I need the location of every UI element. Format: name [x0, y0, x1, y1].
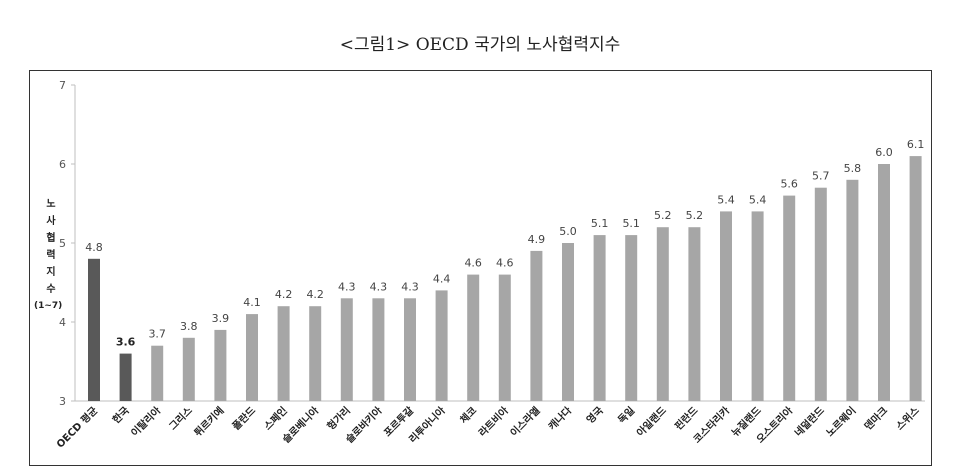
category-label: 캐나다 — [545, 403, 574, 432]
bar-11 — [435, 290, 448, 401]
y-tick-label: 3 — [59, 395, 66, 408]
chart-frame — [29, 70, 932, 466]
category-label: 튀르키예 — [191, 404, 226, 439]
bar-26 — [909, 156, 922, 401]
y-axis-label-char: 노 — [46, 199, 56, 210]
category-label: OECD 평균 — [54, 404, 101, 451]
category-label: 헝가리 — [324, 404, 353, 433]
bar-22 — [783, 195, 796, 401]
value-label: 5.0 — [559, 225, 577, 238]
value-label: 4.9 — [528, 233, 546, 246]
category-label: 독일 — [615, 404, 637, 426]
value-label: 5.4 — [749, 193, 767, 206]
category-label: 이스라엘 — [507, 404, 542, 439]
value-label: 5.1 — [622, 217, 640, 230]
y-axis-label-char: 사 — [46, 216, 56, 227]
bar-13 — [498, 274, 511, 401]
value-label: 4.3 — [401, 280, 419, 293]
value-label: 5.6 — [780, 178, 798, 191]
bar-18 — [656, 227, 669, 401]
value-label: 5.2 — [686, 209, 704, 222]
value-label: 5.1 — [591, 217, 609, 230]
category-label: 네덜란드 — [792, 404, 827, 439]
bar-1 — [119, 353, 132, 401]
bar-3 — [182, 337, 195, 401]
category-label: 이탈리아 — [128, 403, 164, 439]
bar-16 — [593, 235, 606, 401]
y-axis-label-char: 수 — [46, 284, 56, 295]
bar-21 — [751, 211, 764, 401]
value-label: 5.2 — [654, 209, 672, 222]
bar-6 — [277, 306, 290, 401]
value-label: 5.4 — [717, 193, 735, 206]
value-label: 5.8 — [844, 162, 862, 175]
category-label: 스위스 — [893, 404, 922, 433]
bar-7 — [309, 306, 322, 401]
value-label: 4.6 — [496, 257, 514, 270]
bar-5 — [246, 314, 258, 401]
value-label: 3.9 — [212, 312, 230, 325]
y-tick-label: 6 — [59, 158, 66, 171]
category-label: 영국 — [584, 404, 606, 426]
category-label: 노르웨이 — [823, 404, 858, 439]
y-axis-label-char: 지 — [46, 267, 56, 278]
bar-12 — [467, 274, 480, 401]
bar-14 — [530, 250, 543, 401]
bar-15 — [562, 243, 574, 401]
y-tick-label: 7 — [59, 79, 66, 92]
y-axis-unit: (1~7) — [34, 301, 63, 311]
y-axis-label-char: 력 — [46, 250, 56, 261]
category-label: 한국 — [110, 405, 132, 427]
value-label: 6.0 — [875, 146, 893, 159]
value-label: 3.8 — [180, 320, 198, 333]
bar-23 — [814, 187, 827, 401]
bar-17 — [625, 235, 638, 401]
y-axis-label: 노 사 협 력 지 수 (1~7) — [34, 196, 62, 315]
value-label: 3.7 — [148, 328, 166, 341]
chart-title: <그림1> OECD 국가의 노사협력지수 — [339, 35, 621, 55]
bar-25 — [878, 164, 890, 401]
category-label: 폴란드 — [230, 405, 258, 433]
bar-24 — [846, 179, 859, 401]
category-label: 그리스 — [166, 404, 195, 433]
value-label: 4.3 — [370, 280, 388, 293]
value-label: 4.2 — [306, 288, 324, 301]
category-label: 핀란드 — [672, 404, 701, 433]
category-label: 아일랜드 — [634, 404, 669, 439]
bar-19 — [688, 227, 701, 401]
value-label: 5.7 — [812, 170, 830, 183]
category-label: 덴마크 — [861, 404, 890, 433]
value-label: 4.6 — [464, 257, 482, 270]
y-tick-label: 4 — [59, 316, 66, 329]
value-label: 4.3 — [338, 280, 356, 293]
bar-2 — [151, 345, 164, 401]
value-label: 4.4 — [433, 272, 451, 285]
bar-4 — [214, 329, 227, 401]
y-axis-label-char: 협 — [46, 233, 56, 244]
value-label: 6.1 — [907, 138, 925, 151]
category-label: 스페인 — [261, 404, 290, 433]
bar-0 — [88, 258, 100, 401]
value-label: 4.2 — [275, 288, 293, 301]
value-label: 4.8 — [85, 241, 103, 254]
category-label: 체코 — [457, 404, 479, 426]
bar-10 — [404, 298, 416, 401]
category-label: 라트비아 — [476, 403, 512, 439]
bar-9 — [372, 298, 385, 401]
value-label: 3.6 — [116, 336, 136, 349]
value-label: 4.1 — [243, 296, 261, 309]
y-tick-label: 5 — [59, 237, 66, 250]
bar-20 — [720, 211, 732, 401]
bar-8 — [340, 298, 353, 401]
